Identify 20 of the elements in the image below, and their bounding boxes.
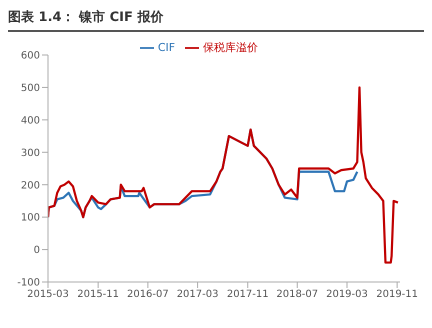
x-tick-label: 2015-03 xyxy=(27,289,69,300)
x-tick-label: 2017-03 xyxy=(176,289,218,300)
x-tick-label: 2018-07 xyxy=(276,289,318,300)
y-tick-label: 600 xyxy=(20,50,40,62)
y-tick-label: 500 xyxy=(20,82,40,94)
x-tick-label: 2019-11 xyxy=(376,289,418,300)
x-tick-label: 2019-03 xyxy=(326,289,368,300)
y-tick-label: 100 xyxy=(20,212,40,224)
y-tick-label: 300 xyxy=(20,148,40,159)
y-tick-label: 0 xyxy=(34,245,40,256)
x-tick-label: 2016-07 xyxy=(126,289,169,300)
line-series xyxy=(48,86,400,264)
x-tick-label: 2015-11 xyxy=(77,289,120,300)
y-tick-label: 400 xyxy=(20,115,40,126)
x-tick-label: 2017-11 xyxy=(226,289,269,300)
y-tick-label: 200 xyxy=(20,180,40,192)
legend-label: 保税库溢价 xyxy=(203,41,258,54)
y-tick-label: -100 xyxy=(17,278,40,289)
chart-title: 图表 1.4： 镍市 CIF 报价 xyxy=(8,8,424,32)
legend-label: CIF xyxy=(158,41,176,54)
